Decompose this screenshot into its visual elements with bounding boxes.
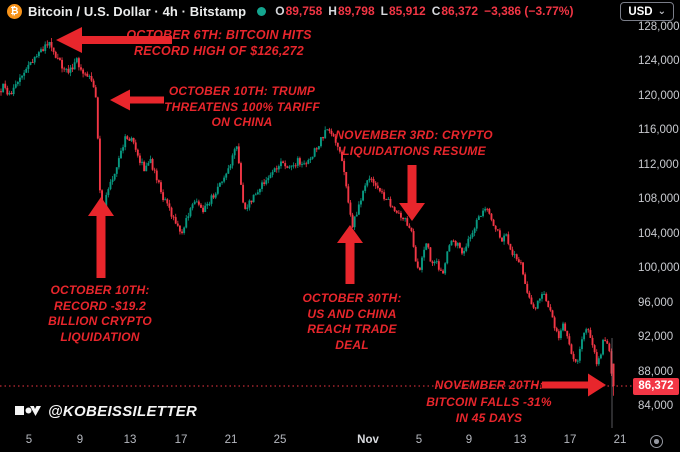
time-axis-label: 21	[224, 434, 238, 446]
price-axis-label: 112,000	[638, 158, 679, 171]
currency-label: USD	[628, 5, 653, 18]
price-axis-label: 108,000	[638, 193, 680, 205]
price-axis-label: 120,000	[638, 89, 680, 102]
time-axis-label: Nov	[357, 434, 379, 446]
chart-header: ₿ Bitcoin / U.S. Dollar · 4h · Bitstamp …	[0, 0, 680, 22]
time-axis-label: 9	[76, 434, 84, 446]
chart-annotation-nov20-fall: NOVEMBER 20TH: BITCOIN FALLS -31% IN 45 DA…	[426, 378, 552, 425]
time-axis-label: 5	[415, 434, 423, 446]
time-axis-label: 17	[174, 434, 188, 446]
high-value: 89,798	[337, 4, 375, 18]
market-open-dot-icon	[257, 6, 267, 16]
price-axis-label: 128,000	[638, 20, 680, 33]
time-axis-label: 25	[273, 434, 287, 446]
price-axis-label: 100,000	[638, 262, 680, 274]
chart-annotation-oct6-record-high: OCTOBER 6TH: BITCOIN HITS RECORD HIGH OF …	[126, 28, 312, 58]
currency-selector-button[interactable]: USD ⌄	[620, 2, 674, 21]
price-axis-label: 124,000	[638, 55, 680, 67]
bitcoin-icon: ₿	[7, 3, 22, 19]
chart-annotation-oct10-tariff: OCTOBER 10TH: TRUMP THREATENS 100% TARIFF…	[164, 84, 320, 129]
price-axis-label: 88,000	[638, 365, 674, 378]
timezone-settings-icon[interactable]	[650, 435, 663, 448]
low-value: 85,912	[388, 4, 426, 18]
close-label: C	[431, 4, 441, 18]
high-label: H	[328, 4, 337, 18]
tradingview-logo-icon	[15, 406, 41, 416]
time-axis-label: 13	[123, 434, 137, 446]
candles-layer	[0, 37, 632, 428]
open-label: O	[275, 4, 285, 18]
open-value: 89,758	[285, 4, 323, 18]
chart-annotation-nov3-liquidations: NOVEMBER 3RD: CRYPTO LIQUIDATIONS RESUME	[335, 128, 493, 158]
chart-annotation-oct30-trade-deal: OCTOBER 30TH: US AND CHINA REACH TRADE DEAL	[302, 291, 402, 352]
change-value: −3,386 (−3.77%)	[484, 4, 574, 18]
symbol-title[interactable]: Bitcoin / U.S. Dollar · 4h · Bitstamp	[28, 3, 247, 19]
time-axis-label: 17	[563, 434, 577, 446]
chevron-down-icon: ⌄	[657, 5, 666, 17]
time-axis-label: 21	[613, 434, 627, 446]
watermark-handle: @KOBEISSILETTER	[48, 402, 198, 420]
low-label: L	[380, 4, 388, 18]
price-axis-label: 96,000	[638, 296, 674, 309]
annotation-arrows-layer	[56, 27, 606, 397]
time-axis-label: 13	[513, 434, 527, 446]
last-price-tag: 86,372	[633, 377, 679, 395]
price-axis-label: 92,000	[638, 331, 674, 343]
ohlc-values: O 89,758 H 89,798 L 85,912 C 86,372 −3,3…	[275, 4, 579, 18]
time-axis-label: 5	[25, 434, 33, 446]
price-axis-label: 104,000	[638, 227, 680, 240]
time-axis-label: 9	[465, 434, 473, 446]
watermark: @KOBEISSILETTER	[15, 401, 197, 421]
chart-annotation-oct10-liquidation: OCTOBER 10TH: RECORD -$19.2 BILLION CRYPTO…	[48, 283, 152, 344]
price-axis-label: 116,000	[638, 124, 679, 136]
close-value: 86,372	[441, 4, 479, 18]
price-axis-label: 84,000	[638, 400, 674, 412]
